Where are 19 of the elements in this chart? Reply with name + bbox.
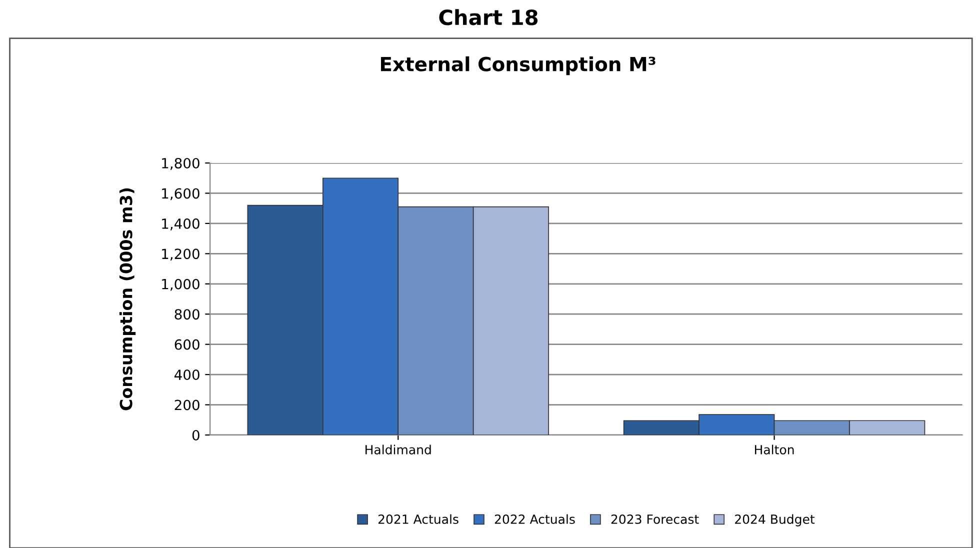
- y-tick-label: 600: [174, 339, 200, 350]
- y-tick-label: 800: [174, 309, 200, 320]
- x-tick-label: Haldimand: [366, 444, 431, 454]
- y-axis-title: Consumption (000s m3): [119, 188, 136, 410]
- legend-label: 2024 Budget: [735, 514, 815, 526]
- y-tick-label: 0: [192, 430, 200, 440]
- y-tick-label: 400: [174, 370, 200, 380]
- y-tick-label: 1,000: [162, 278, 200, 291]
- y-tick-label: 1,400: [162, 218, 200, 230]
- chart-subtitle: External Consumption M³: [381, 56, 656, 76]
- y-tick-label: 1,800: [162, 158, 200, 170]
- x-tick-label: Halton: [754, 444, 794, 454]
- legend-label: 2022 Actuals: [494, 514, 575, 524]
- legend-label: 2023 Forecast: [611, 514, 699, 524]
- y-tick-label: 1,200: [162, 248, 200, 261]
- legend-label: 2021 Actuals: [378, 514, 458, 524]
- y-tick-label: 200: [174, 400, 200, 410]
- chart-title: Chart 18: [439, 9, 538, 26]
- y-tick-label: 1,600: [162, 188, 200, 200]
